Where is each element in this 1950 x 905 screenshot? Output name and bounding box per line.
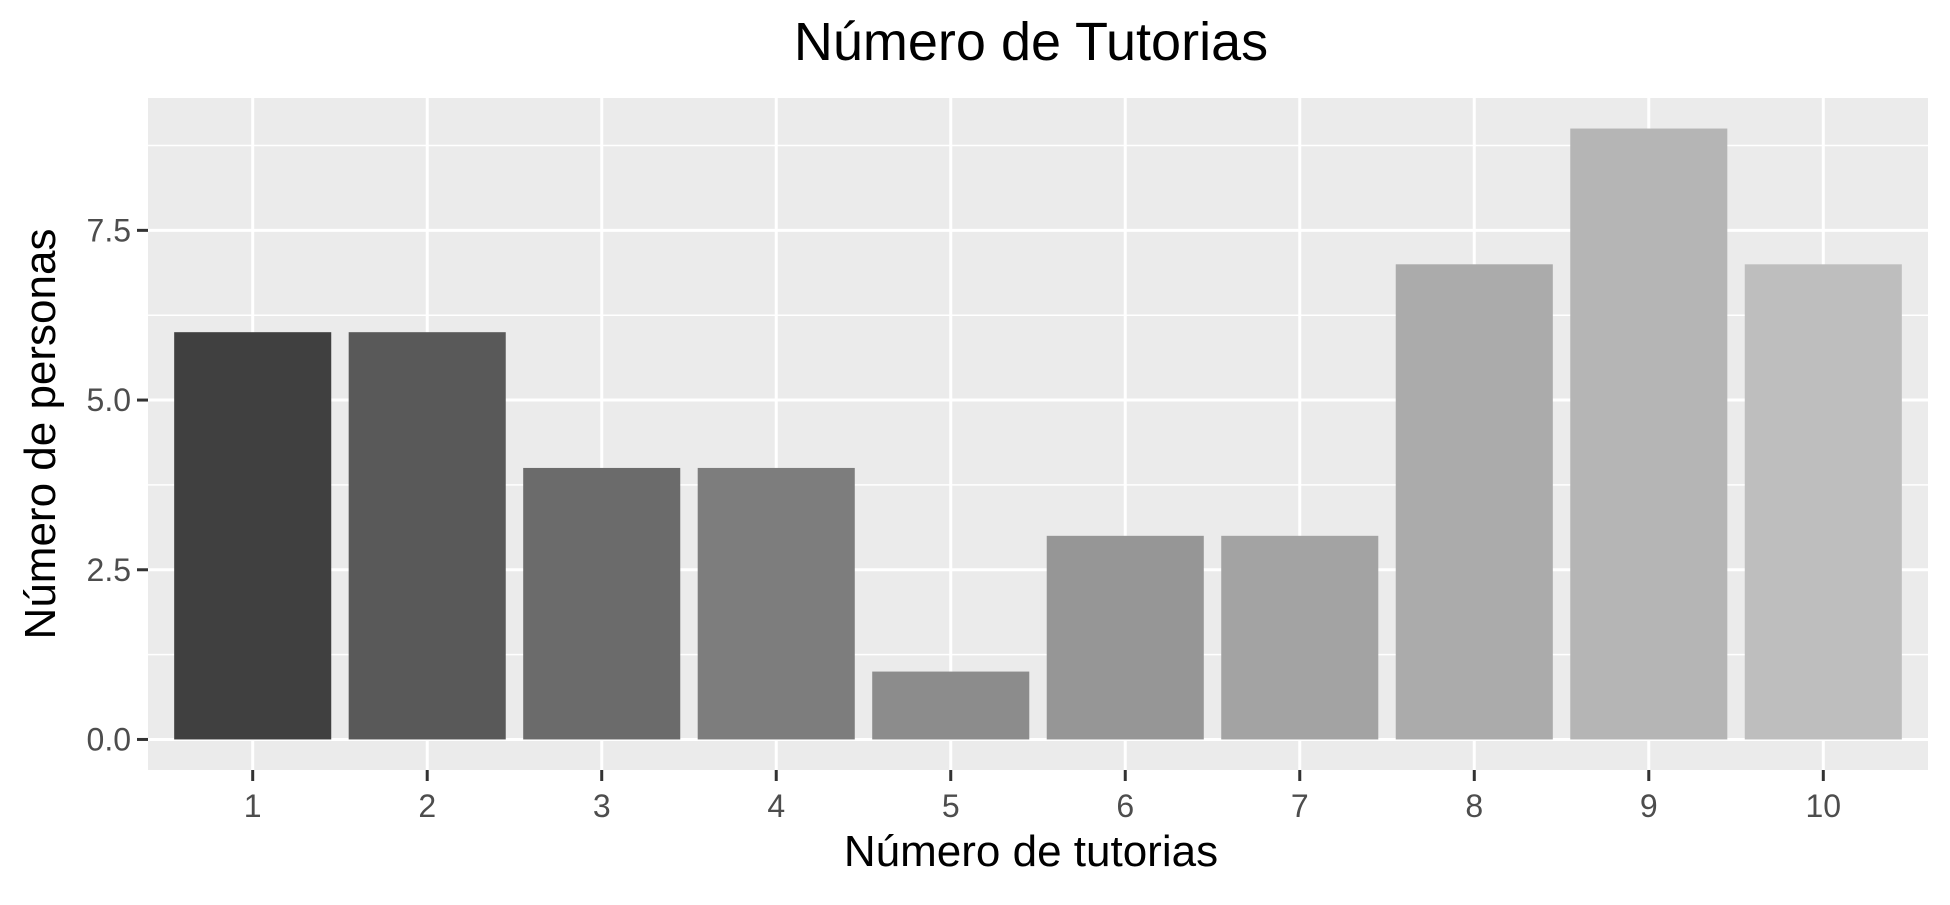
bar-8: [1395, 264, 1553, 740]
y-axis: 0.0 2.5 5.0 7.5: [87, 212, 148, 757]
bar-9: [1570, 128, 1728, 740]
x-axis: 1 2 3 4 5 6 7 8 9 10: [244, 770, 1841, 824]
x-tick-label: 9: [1640, 788, 1658, 824]
bar-5: [872, 671, 1030, 740]
y-tick-label: 2.5: [87, 552, 131, 588]
y-tick-label: 0.0: [87, 721, 131, 757]
x-tick-label: 8: [1465, 788, 1483, 824]
x-tick-label: 10: [1805, 788, 1841, 824]
x-tick-label: 5: [942, 788, 960, 824]
x-axis-title: Número de tutorias: [844, 827, 1218, 876]
bar-3: [523, 467, 681, 740]
bar-10: [1744, 264, 1902, 740]
chart-title: Número de Tutorias: [794, 12, 1268, 72]
y-tick-label: 7.5: [87, 212, 131, 248]
x-tick-label: 1: [244, 788, 262, 824]
bar-7: [1221, 535, 1379, 740]
x-tick-label: 7: [1291, 788, 1309, 824]
x-tick-label: 3: [593, 788, 611, 824]
bar-1: [174, 332, 332, 740]
x-tick-label: 4: [767, 788, 785, 824]
bars: [174, 128, 1902, 740]
x-tick-label: 6: [1116, 788, 1134, 824]
y-tick-label: 5.0: [87, 382, 131, 418]
bar-4: [697, 467, 855, 740]
bar-2: [348, 332, 506, 740]
x-tick-label: 2: [418, 788, 436, 824]
bar-6: [1046, 535, 1204, 740]
y-axis-title: Número de personas: [16, 229, 65, 640]
